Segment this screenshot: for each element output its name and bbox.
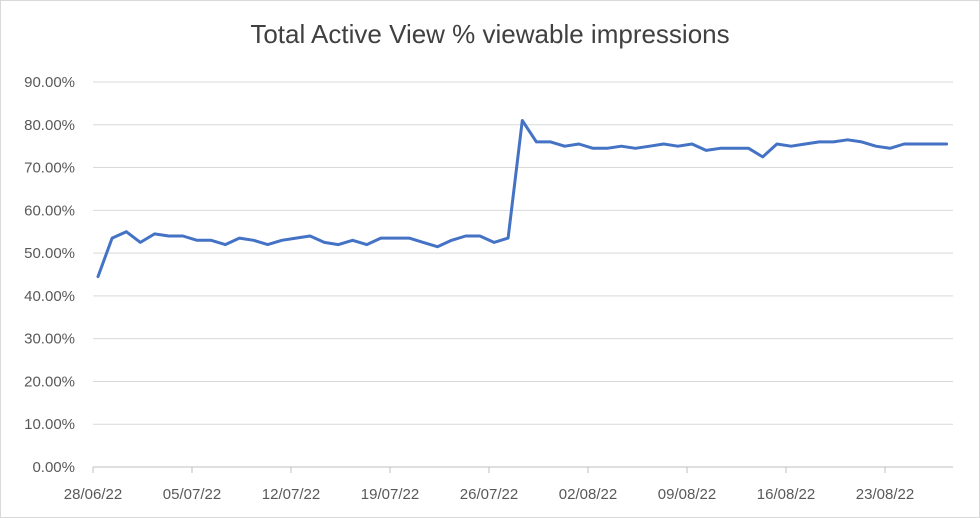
series-group — [96, 119, 949, 279]
y-tick-label: 20.00% — [24, 373, 75, 390]
y-axis-ticks: 0.00% 10.00% 20.00% 30.00% 40.00% 50.00% 60.00… — [24, 74, 75, 476]
y-tick-label: 90.00% — [24, 74, 75, 91]
x-tick-label: 09/08/22 — [658, 486, 716, 503]
x-axis: 28/06/22 05/07/22 12/07/22 19/07/22 26/07/22… — [64, 466, 953, 503]
y-tick-label: 60.00% — [24, 202, 75, 219]
x-tick-label: 02/08/22 — [559, 486, 617, 503]
y-tick-label: 10.00% — [24, 416, 75, 433]
x-tick-label: 16/08/22 — [757, 486, 815, 503]
y-tick-label: 80.00% — [24, 117, 75, 134]
gridlines — [93, 81, 953, 425]
x-tick-label: 19/07/22 — [361, 486, 419, 503]
x-tick-label: 23/08/22 — [856, 486, 914, 503]
chart-title: Total Active View % viewable impressions — [250, 19, 730, 49]
x-tick-label: 26/07/22 — [460, 486, 518, 503]
x-tick-label: 12/07/22 — [262, 486, 320, 503]
y-tick-label: 30.00% — [24, 331, 75, 348]
y-tick-label: 70.00% — [24, 160, 75, 177]
y-tick-label: 50.00% — [24, 245, 75, 262]
y-tick-label: 40.00% — [24, 288, 75, 305]
x-tick-label: 05/07/22 — [163, 486, 221, 503]
y-tick-label: 0.00% — [32, 459, 75, 476]
series-line — [96, 119, 949, 279]
x-tick-label: 28/06/22 — [64, 486, 122, 503]
